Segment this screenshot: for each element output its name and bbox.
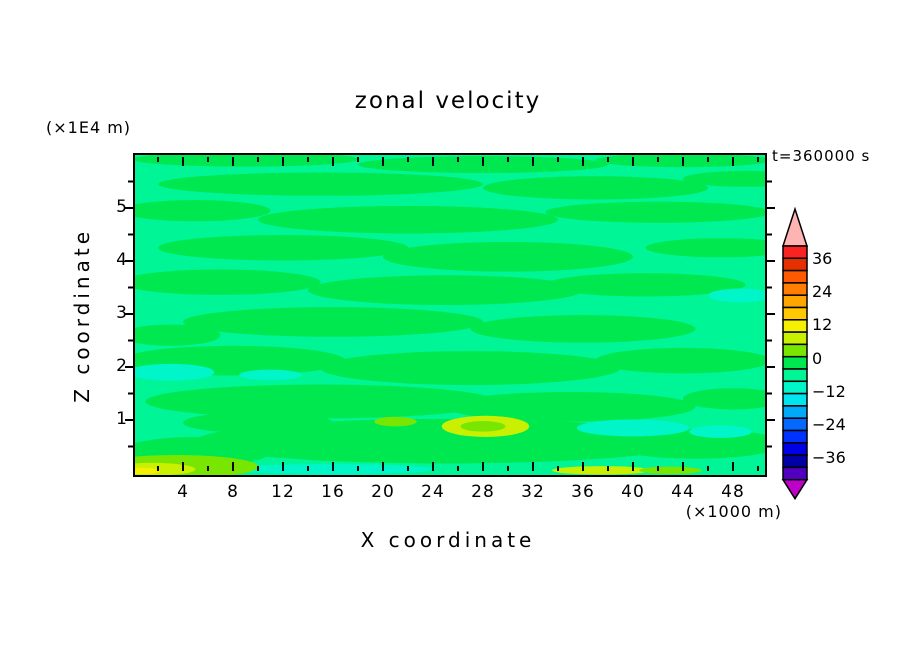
colorbar-band [782,466,808,481]
contour-band-patch [639,466,702,475]
contour-band-patch [239,369,302,381]
colorbar-band [782,368,808,383]
colorbar-band [782,355,808,370]
colorbar-label: −12 [812,381,846,401]
contour-band-patch [545,273,746,297]
colorbar-band [782,245,808,260]
contour-band-patch [689,425,752,439]
contour-band-patch [545,201,765,223]
colorbar-label: −24 [812,414,846,434]
contour-band-patch [233,463,433,475]
colorbar-label: 12 [812,315,833,335]
contour-band-patch [383,241,633,272]
contour-band-patch [135,363,215,381]
contour-band-patch [595,347,765,374]
colorbar-band [782,294,808,309]
plot-area [133,153,767,477]
contour-band-patch [158,235,408,261]
colorbar-band [782,343,808,358]
colorbar-band [782,429,808,444]
z-tick-label: 1 [116,409,127,429]
plot-title: zonal velocity [354,88,542,114]
x-tick-label: 4 [177,482,189,502]
colorbar-label: 36 [812,249,833,268]
contour-band-patch [258,205,558,234]
contour-band-patch [145,384,496,419]
contour-band-patch [374,416,417,427]
contour-band-patch [135,155,358,167]
time-annotation: t=360000 s [772,147,871,165]
colorbar-band [782,454,808,469]
z-axis-scale-label: (×1E4 m) [46,118,132,137]
contour-band-patch [483,176,708,200]
contour-band-patch [708,288,765,303]
colorbar-band [782,306,808,321]
colorbar-band [782,392,808,407]
x-tick-label: 48 [721,482,745,502]
contour-band-patch [645,238,765,258]
x-tick-label: 32 [521,482,545,502]
colorbar-top-cap [781,206,809,247]
colorbar-band [782,405,808,419]
contour-band-patch [460,421,506,432]
contour-band-patch [683,170,765,187]
contour-band-patch [320,351,621,386]
colorbar-band [782,319,808,333]
x-tick-label: 16 [321,482,345,502]
colorbar-label: 24 [812,282,833,302]
colorbar-label: 0 [812,348,823,368]
contour-band-patch [135,269,321,295]
x-axis-scale-label: (×1000 m) [685,502,782,521]
contour-band-patch [135,324,221,346]
contour-field [135,155,765,475]
x-tick-label: 36 [571,482,595,502]
colorbar-band [782,282,808,296]
z-tick-label: 5 [116,197,127,217]
contour-band-patch [595,155,765,168]
x-tick-label: 24 [421,482,445,502]
x-tick-label: 28 [471,482,495,502]
colorbar-band [782,442,808,456]
x-tick-label: 44 [671,482,695,502]
contour-band-patch [135,200,271,222]
x-tick-label: 8 [227,482,239,502]
contour-band-patch [470,315,696,343]
contour-band-patch [183,307,483,337]
colorbar-band [782,380,808,395]
z-tick-label: 2 [116,356,127,376]
x-axis-title: X coordinate [360,528,536,552]
contour-band-patch [135,467,161,475]
contour-band-patch [576,419,690,437]
contour-band-patch [195,418,696,464]
z-tick-label: 4 [116,250,127,270]
colorbar-band [782,257,808,272]
colorbar-band [782,331,808,346]
contour-band-patch [551,466,652,475]
x-tick-label: 20 [371,482,395,502]
z-tick-label: 3 [116,303,127,323]
contour-band-patch [158,172,483,196]
contour-band-patch [308,275,583,305]
x-tick-label: 12 [271,482,295,502]
colorbar-bottom-cap [781,478,809,501]
colorbar [781,206,809,501]
contour-band-patch [683,388,765,410]
contour-band-patch [358,156,608,174]
colorbar-band [782,417,808,432]
x-tick-label: 40 [621,482,645,502]
z-axis-title: Z coordinate [70,227,94,403]
contour-band-patch [445,391,696,422]
colorbar-label: −36 [812,448,846,468]
colorbar-band [782,269,808,284]
